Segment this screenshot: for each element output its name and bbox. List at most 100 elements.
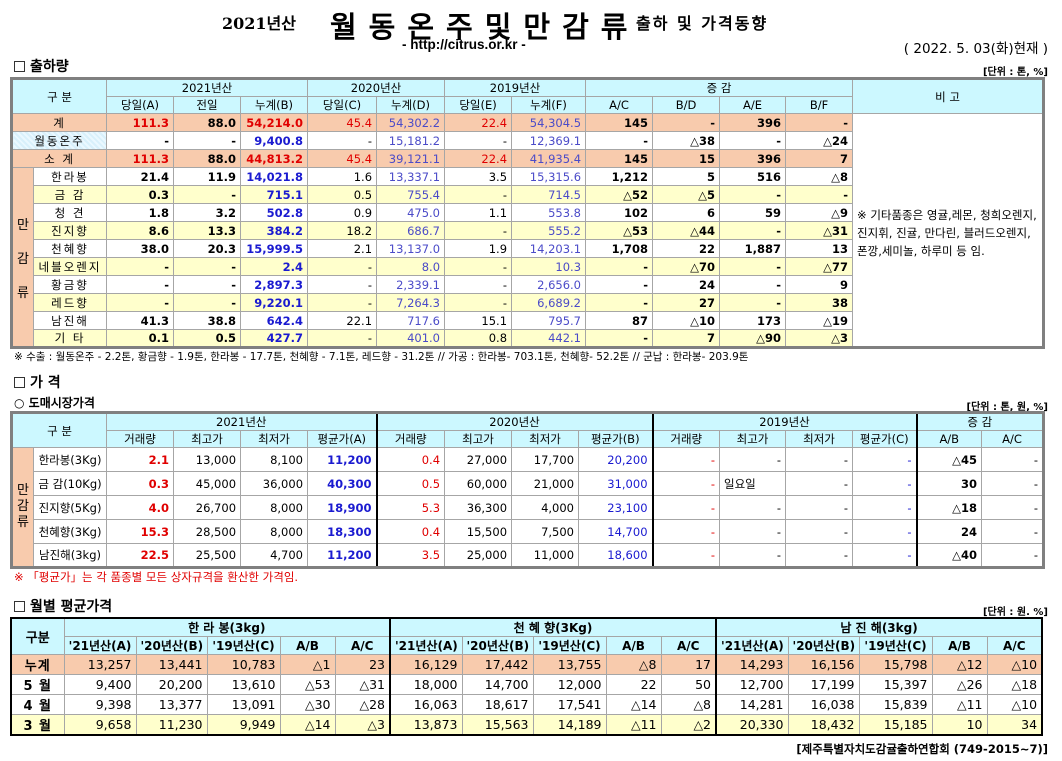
table-row: 천혜향 38.0 20.3 15,999.5 2.1 13,137.0 1.9 14,203.… xyxy=(12,239,1044,258)
price-cell: 36,000 xyxy=(240,471,309,496)
price-cell: 26,700 xyxy=(173,495,242,520)
price-footnote: ※ 「평균가」는 각 품종별 모든 상자규격을 환산한 가격임. xyxy=(14,570,299,584)
price-cell: 11,200 xyxy=(307,447,378,472)
price-cell: 8,000 xyxy=(240,495,309,520)
header-column: 누계(F) xyxy=(511,96,587,114)
cell-c: 45.4 xyxy=(307,149,378,168)
table-row: 네블오렌지 - -2.4-8.0-10.3- △70- △77 xyxy=(12,257,1044,276)
header-column: 거래량 xyxy=(375,430,446,448)
header-column: A/C xyxy=(981,430,1045,448)
cell-bf: - xyxy=(785,185,854,204)
price-cell: - xyxy=(651,543,721,568)
row-label: 한라봉 xyxy=(32,167,108,186)
price-cell: - xyxy=(719,495,787,520)
monthly-price-cell: △8 xyxy=(605,654,662,675)
price-cell: 3.5 xyxy=(375,543,446,568)
cell-e: - xyxy=(444,275,513,294)
header-column: 당일(A) xyxy=(106,96,175,114)
page-subtitle: 출하 및 가격동향 xyxy=(636,14,769,33)
table-row: 월동온주 - -9,400.8-15,181.2-12,369.1- △38- △24 xyxy=(10,131,1044,150)
cell-e: - xyxy=(444,221,513,240)
header-column: B/D xyxy=(652,96,721,114)
table-row: 진지향 8.6 13.3 384.2 18.2 686.7-555.2 △53 △44- △31 xyxy=(12,221,1044,240)
cell-a: 111.3 xyxy=(106,113,175,132)
cell-e: 1.1 xyxy=(444,203,513,222)
price-cell: 4,000 xyxy=(511,495,580,520)
monthly-price-cell: 15,397 xyxy=(858,674,933,695)
title-year: 2021년산 xyxy=(222,14,296,33)
header-category: 구 분 xyxy=(10,412,108,448)
cell-b: 2,897.3 xyxy=(240,275,309,294)
cell-ae: 173 xyxy=(719,311,787,330)
cell-d: 686.7 xyxy=(376,221,446,240)
cell-c: 0.5 xyxy=(307,185,378,204)
cell-: 38.8 xyxy=(173,311,242,330)
price-cell: - xyxy=(651,519,721,544)
price-cell: 28,500 xyxy=(173,519,242,544)
cell-: - xyxy=(173,257,242,276)
price-cell: 15,500 xyxy=(444,519,513,544)
price-cell: - xyxy=(651,471,721,496)
monthly-price-cell: 13,873 xyxy=(389,714,463,736)
cell-d: 15,181.2 xyxy=(376,131,446,150)
cell-c: 18.2 xyxy=(307,221,378,240)
price-cell: 25,500 xyxy=(173,543,242,568)
price-cell: 30 xyxy=(915,471,983,496)
price-cell: - xyxy=(981,543,1045,568)
monthly-price-cell: 13,610 xyxy=(206,674,281,695)
cell-ac: △52 xyxy=(585,185,654,204)
price-cell: 0.5 xyxy=(375,471,446,496)
cell-f: 714.5 xyxy=(511,185,587,204)
monthly-price-cell: 16,129 xyxy=(389,654,463,675)
cell-ae: 396 xyxy=(719,113,787,132)
table-row: 3 월 9,658 11,230 9,949 △14 △3 13,873 15,563 14,1… xyxy=(10,714,1043,736)
monthly-price-cell: 20,330 xyxy=(715,714,789,736)
header-column: 전일 xyxy=(173,96,242,114)
cell-f: 2,656.0 xyxy=(511,275,587,294)
price-cell: - xyxy=(651,495,721,520)
price-cell: 36,300 xyxy=(444,495,513,520)
monthly-price-cell: 17,199 xyxy=(787,674,860,695)
price-cell: - xyxy=(852,543,918,568)
price-cell: - xyxy=(785,495,854,520)
cell-b: 715.1 xyxy=(240,185,309,204)
cell-bd: △38 xyxy=(652,131,721,150)
monthly-price-cell: 20,200 xyxy=(135,674,208,695)
table-row: 남진해 41.3 38.8 642.4 22.1 717.6 15.1 795.7 87 △10 1… xyxy=(12,311,1044,330)
table-row: 황금향 - -2,897.3-2,339.1-2,656.0-24-9 xyxy=(12,275,1044,294)
cell-bd: 7 xyxy=(652,329,721,348)
cell-a: 1.8 xyxy=(106,203,175,222)
cell-b: 502.8 xyxy=(240,203,309,222)
header-column: 평균가(A) xyxy=(307,430,378,448)
cell-c: 0.9 xyxy=(307,203,378,222)
cell-: 11.9 xyxy=(173,167,242,186)
header-column: 당일(E) xyxy=(444,96,513,114)
cell-d: 717.6 xyxy=(376,311,446,330)
cell-c: - xyxy=(307,293,378,312)
cell-c: - xyxy=(307,131,378,150)
price-cell: - xyxy=(719,519,787,544)
price-cell: - xyxy=(852,495,918,520)
monthly-price-cell: 14,189 xyxy=(532,714,607,736)
monthly-price-cell: 50 xyxy=(660,674,717,695)
price-cell: 7,500 xyxy=(511,519,580,544)
cell-f: 795.7 xyxy=(511,311,587,330)
monthly-price-cell: 18,432 xyxy=(787,714,860,736)
price-cell: 18,900 xyxy=(307,495,378,520)
row-label: 남진해(3kg) xyxy=(32,543,108,568)
monthly-price-cell: △11 xyxy=(931,694,988,715)
cell-: - xyxy=(173,131,242,150)
cell-d: 13,137.0 xyxy=(376,239,446,258)
table-row: 만 감 류 한라봉(3Kg) 2.1 13,000 8,100 11,200 0.4 27,0… xyxy=(11,447,1045,568)
cell-e: 22.4 xyxy=(444,149,513,168)
monthly-price-cell: 34 xyxy=(986,714,1043,736)
cell-ac: - xyxy=(585,275,654,294)
cell-bd: △44 xyxy=(652,221,721,240)
monthly-price-cell: 13,441 xyxy=(135,654,208,675)
header-group: 2020년산 xyxy=(307,78,446,97)
section-shipments: 출하량 xyxy=(14,56,69,76)
section-monthly: 월별 평균가격 xyxy=(14,596,112,616)
cell-f: 6,689.2 xyxy=(511,293,587,312)
cell-bf: △19 xyxy=(785,311,854,330)
